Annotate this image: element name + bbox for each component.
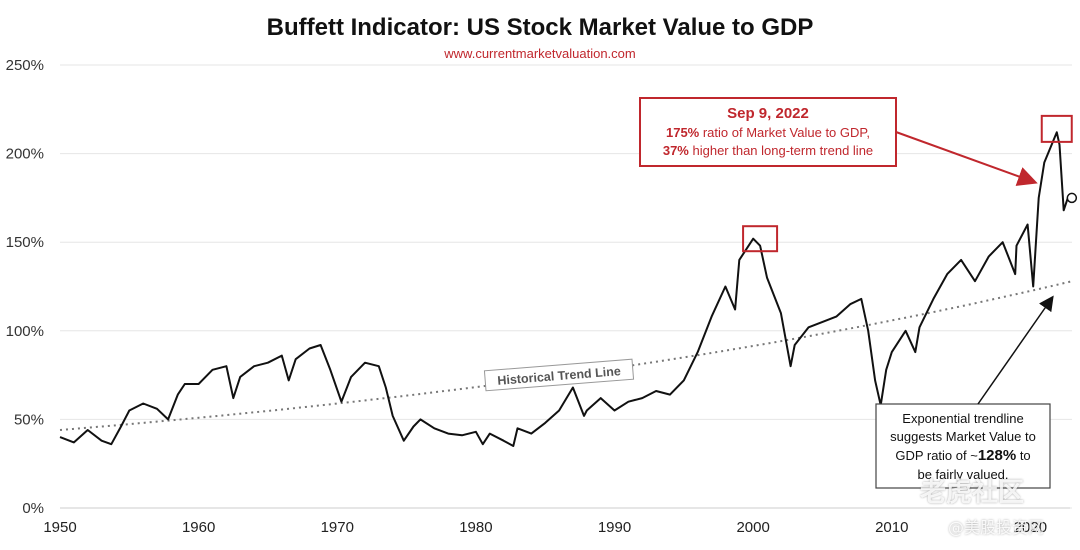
y-tick-label: 150%	[6, 234, 44, 251]
x-tick-label: 1960	[182, 519, 215, 536]
chart-title: Buffett Indicator: US Stock Market Value…	[266, 14, 814, 41]
y-tick-label: 50%	[14, 411, 44, 428]
series-line-market-cap-to-gdp	[59, 131, 1069, 447]
note-arrow	[977, 295, 1054, 405]
note-line-2: suggests Market Value to	[890, 429, 1036, 444]
callout-line-2: 37% higher than long-term trend line	[663, 143, 873, 158]
callout-arrow	[895, 131, 1038, 186]
x-tick-label: 2020	[1014, 519, 1047, 536]
watermark-sub: @美股投资网	[948, 518, 1045, 537]
x-tick-label: 2000	[736, 519, 769, 536]
trend-note-box: Exponential trendline suggests Market Va…	[875, 403, 1051, 489]
callout-date: Sep 9, 2022	[727, 105, 809, 122]
y-tick-label: 0%	[22, 500, 44, 517]
callout-box: Sep 9, 2022 175% ratio of Market Value t…	[639, 97, 897, 167]
x-tick-label: 1970	[321, 519, 354, 536]
x-tick-label: 2010	[875, 519, 908, 536]
y-tick-label: 200%	[6, 146, 44, 163]
note-line-4: be fairly valued.	[917, 467, 1008, 482]
callout-line-1: 175% ratio of Market Value to GDP,	[666, 125, 870, 140]
note-line-3: GDP ratio of ~128% to	[895, 447, 1030, 464]
trend-line	[59, 280, 1073, 431]
x-tick-label: 1990	[598, 519, 631, 536]
x-tick-label: 1950	[43, 519, 76, 536]
x-tick-label: 1980	[459, 519, 492, 536]
peak-highlight-2022	[1040, 114, 1073, 143]
peak-highlight-2000	[742, 225, 779, 253]
watermark-main: 老虎社区	[920, 478, 1025, 508]
chart-subtitle: www.currentmarketvaluation.com	[444, 46, 636, 61]
note-line-1: Exponential trendline	[902, 411, 1023, 426]
current-value-marker	[1066, 192, 1078, 204]
y-tick-label: 100%	[6, 323, 44, 340]
trend-label: Historical Trend Line	[483, 358, 635, 392]
y-tick-label: 250%	[6, 57, 44, 74]
